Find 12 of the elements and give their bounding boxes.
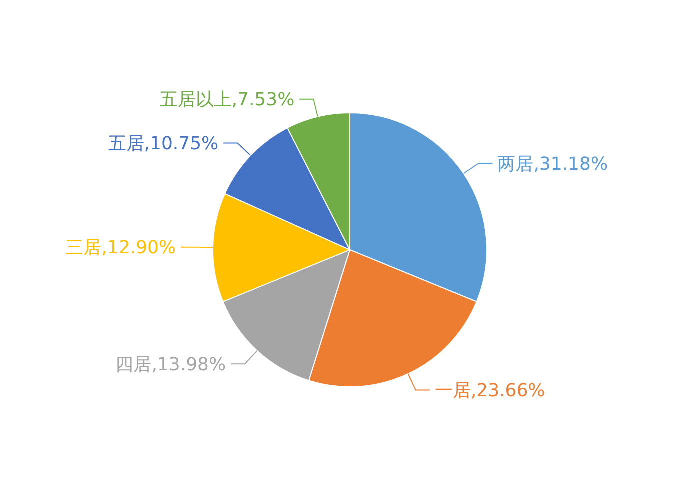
data-label: ,13.98% [152, 354, 226, 376]
data-label: ,10.75% [144, 134, 219, 155]
slice-label: 两居 [498, 154, 534, 175]
data-label: ,12.90% [102, 238, 176, 259]
slice-label: 一居 [434, 380, 471, 402]
data-label: ,31.18% [534, 154, 608, 175]
slice-label: 四居 [116, 354, 152, 376]
slice-label: 五居以上 [160, 90, 232, 111]
data-label: ,7.53% [232, 90, 295, 111]
slice-label: 三居 [66, 238, 102, 259]
slice-label: 五居 [108, 134, 144, 155]
data-label: ,23.66% [470, 380, 546, 402]
